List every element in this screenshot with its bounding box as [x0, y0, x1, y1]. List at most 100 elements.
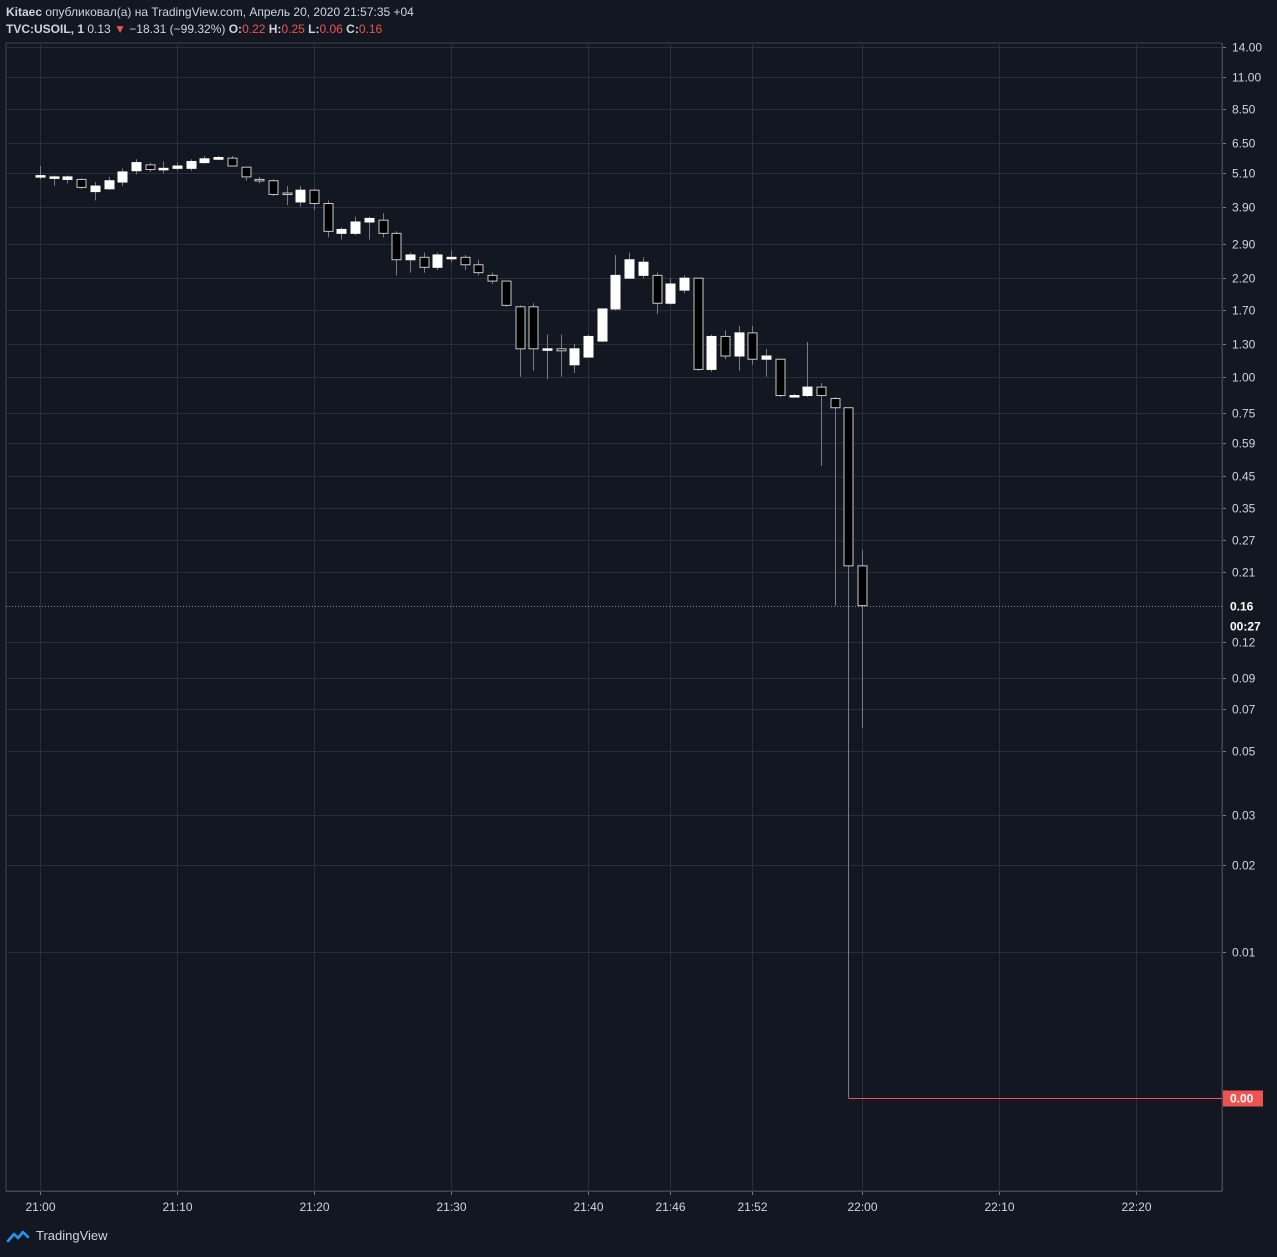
time-axis[interactable]: 21:00 21:10 21:20 21:30 21:40 21:46 21:52 22:00… [6, 1191, 1222, 1214]
y-tick-label: 3.90 [1232, 201, 1256, 215]
author-name[interactable]: Kitaec [6, 5, 43, 19]
candle-body [199, 158, 210, 164]
candle-body [309, 189, 320, 205]
tradingview-logo-icon [6, 1230, 30, 1242]
x-tick-label: 21:46 [655, 1200, 685, 1214]
candle-body [528, 306, 539, 350]
y-tick-label: 0.12 [1232, 636, 1256, 650]
y-tick-label: 0.01 [1232, 946, 1256, 960]
candle-body [282, 192, 293, 196]
y-tick-label: 1.30 [1232, 338, 1256, 352]
candle-body [775, 358, 786, 397]
x-tick-label: 21:20 [299, 1200, 329, 1214]
plot-frame [5, 42, 1223, 1192]
candle-body [597, 308, 608, 342]
x-tick-label: 22:10 [984, 1200, 1014, 1214]
candle-body [720, 335, 731, 357]
candle-body [802, 386, 813, 397]
candle-body [473, 264, 484, 274]
candle-body [679, 277, 690, 291]
y-tick-label: 5.10 [1232, 167, 1256, 181]
candle-body [364, 217, 375, 223]
candles [6, 156, 1222, 1099]
candle-body [295, 189, 306, 203]
x-tick-label: 22:00 [847, 1200, 877, 1214]
candle-body [460, 256, 471, 266]
y-tick-label: 0.02 [1232, 859, 1256, 873]
candle-body [747, 332, 758, 360]
candle-body [158, 167, 169, 171]
candle-body [789, 395, 800, 398]
candle-body [624, 259, 635, 279]
candle-body [432, 254, 443, 268]
candle-body [761, 355, 772, 360]
candle-body [830, 397, 841, 409]
x-tick-label: 21:30 [436, 1200, 466, 1214]
last-price-label-bg [1223, 598, 1263, 615]
grid-lines [5, 42, 1223, 1192]
candle-body [336, 228, 347, 234]
y-tick-label: 0.07 [1232, 703, 1256, 717]
ohlc-line: TVC:USOIL, 1 0.13 ▼ −18.31 (−99.32%) O:0… [6, 21, 414, 38]
candle-body [515, 306, 526, 350]
candle-body [693, 277, 704, 370]
high-value: 0.25 [281, 22, 305, 36]
candle-body [706, 335, 717, 370]
y-tick-label: 0.03 [1232, 809, 1256, 823]
y-tick-label: 11.00 [1232, 71, 1261, 85]
candle-body [446, 256, 457, 260]
candle-body [62, 176, 73, 180]
candle-body [227, 157, 238, 167]
symbol-label[interactable]: TVC:USOIL, 1 [6, 22, 85, 36]
candle-body [131, 162, 142, 172]
x-tick-label: 22:20 [1121, 1200, 1151, 1214]
y-tick-label: 0.09 [1232, 672, 1256, 686]
candle-body [254, 178, 265, 182]
countdown-label-bg [1223, 618, 1263, 635]
open-label: O: [228, 22, 243, 36]
footer-brand[interactable]: TradingView [6, 1228, 108, 1243]
y-tick-label: 0.35 [1232, 502, 1256, 516]
candle-body [734, 332, 745, 357]
zero-price-label: 0.00 [1230, 1092, 1254, 1106]
chart-header: Kitaec опубликовал(а) на TradingView.com… [6, 4, 414, 38]
y-tick-label: 0.05 [1232, 745, 1256, 759]
high-label: H: [268, 22, 282, 36]
candle-body [857, 565, 868, 607]
x-tick-label: 21:40 [573, 1200, 603, 1214]
last-price: 0.13 [87, 22, 111, 36]
last-price-label: 0.16 [1230, 600, 1254, 614]
candle-body [145, 164, 156, 171]
close-label: C: [346, 22, 359, 36]
candle-body [104, 180, 115, 190]
candle-body [501, 280, 512, 306]
low-value: 0.06 [319, 22, 343, 36]
y-tick-label: 1.70 [1232, 304, 1256, 318]
candle-body [556, 348, 567, 352]
close-value: 0.16 [358, 22, 383, 36]
candle-body [323, 203, 334, 232]
candle-body [405, 254, 416, 261]
price-change: −18.31 (−99.32%) [129, 22, 226, 36]
y-tick-label: 0.27 [1232, 534, 1256, 548]
price-axis[interactable]: 14.00 11.00 8.50 6.50 5.10 3.90 2.90 2.20 1.70 1.… [1222, 41, 1263, 1192]
candle-body [213, 157, 224, 160]
y-tick-label: 2.20 [1232, 272, 1256, 286]
candlestick-chart[interactable]: 14.00 11.00 8.50 6.50 5.10 3.90 2.90 2.20 1.70 1.… [0, 0, 1277, 1225]
publish-info: опубликовал(а) на TradingView.com, Апрел… [45, 5, 414, 19]
candle-body [610, 274, 621, 310]
low-label: L: [308, 22, 320, 36]
candle-body [186, 160, 197, 169]
x-tick-label: 21:10 [162, 1200, 192, 1214]
x-tick-label: 21:00 [25, 1200, 55, 1214]
y-tick-label: 1.00 [1232, 371, 1256, 385]
y-tick-label: 8.50 [1232, 103, 1256, 117]
y-tick-label: 6.50 [1232, 137, 1256, 151]
candle-body [569, 348, 580, 366]
candle-body [665, 283, 676, 304]
candle-body [172, 165, 183, 169]
candle-body [843, 407, 854, 567]
y-tick-label: 2.90 [1232, 238, 1256, 252]
candle-body [816, 386, 827, 397]
candle-body [638, 261, 649, 276]
